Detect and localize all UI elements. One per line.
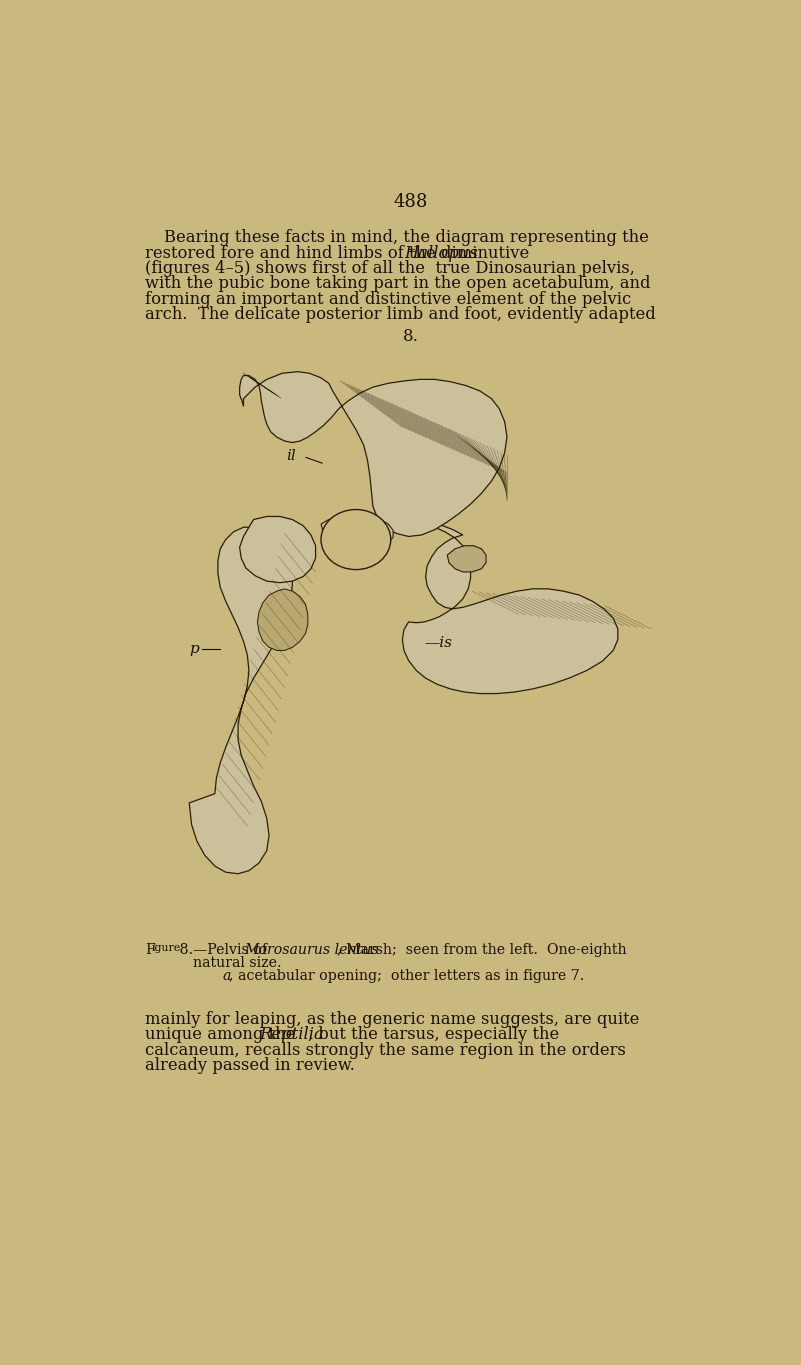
Text: 8.: 8. xyxy=(403,328,418,345)
Polygon shape xyxy=(362,521,618,693)
Polygon shape xyxy=(239,516,316,583)
Polygon shape xyxy=(257,588,308,651)
Text: —is: —is xyxy=(424,636,452,650)
Polygon shape xyxy=(447,546,486,572)
Text: already passed in review.: already passed in review. xyxy=(145,1057,355,1074)
Text: il: il xyxy=(286,449,296,463)
Text: 488: 488 xyxy=(393,192,428,212)
Text: , acetabular opening;  other letters as in figure 7.: , acetabular opening; other letters as i… xyxy=(229,969,584,983)
Text: unique among the: unique among the xyxy=(145,1026,300,1043)
Text: calcaneum, recalls strongly the same region in the orders: calcaneum, recalls strongly the same reg… xyxy=(145,1041,626,1059)
Text: igure: igure xyxy=(151,943,181,953)
Text: with the pubic bone taking part in the open acetabulum, and: with the pubic bone taking part in the o… xyxy=(145,276,650,292)
Polygon shape xyxy=(239,371,507,536)
Text: Bearing these facts in mind, the diagram representing the: Bearing these facts in mind, the diagram… xyxy=(164,229,650,246)
Text: 8.—Pelvis of: 8.—Pelvis of xyxy=(175,943,272,957)
Ellipse shape xyxy=(321,509,391,569)
Text: , but the tarsus, especially the: , but the tarsus, especially the xyxy=(308,1026,559,1043)
Text: a: a xyxy=(223,969,231,983)
Text: F: F xyxy=(145,943,155,957)
Text: arch.  The delicate posterior limb and foot, evidently adapted: arch. The delicate posterior limb and fo… xyxy=(145,306,656,324)
Text: Reptilia: Reptilia xyxy=(259,1026,324,1043)
Text: mainly for leaping, as the generic name suggests, are quite: mainly for leaping, as the generic name … xyxy=(145,1011,639,1028)
Text: natural size.: natural size. xyxy=(193,955,282,971)
Text: Hallopus: Hallopus xyxy=(405,244,478,262)
Polygon shape xyxy=(321,515,393,549)
Text: restored fore and hind limbs of the diminutive: restored fore and hind limbs of the dimi… xyxy=(145,244,534,262)
Text: (figures 4–5) shows first of all the  true Dinosaurian pelvis,: (figures 4–5) shows first of all the tru… xyxy=(145,261,635,277)
Text: , Marsh;  seen from the left.  One-eighth: , Marsh; seen from the left. One-eighth xyxy=(337,943,627,957)
Text: Morosaurus lentus: Morosaurus lentus xyxy=(244,943,379,957)
Polygon shape xyxy=(189,527,292,874)
Text: a: a xyxy=(334,542,344,556)
Text: p: p xyxy=(190,642,199,657)
Text: forming an important and distinctive element of the pelvic: forming an important and distinctive ele… xyxy=(145,291,631,308)
